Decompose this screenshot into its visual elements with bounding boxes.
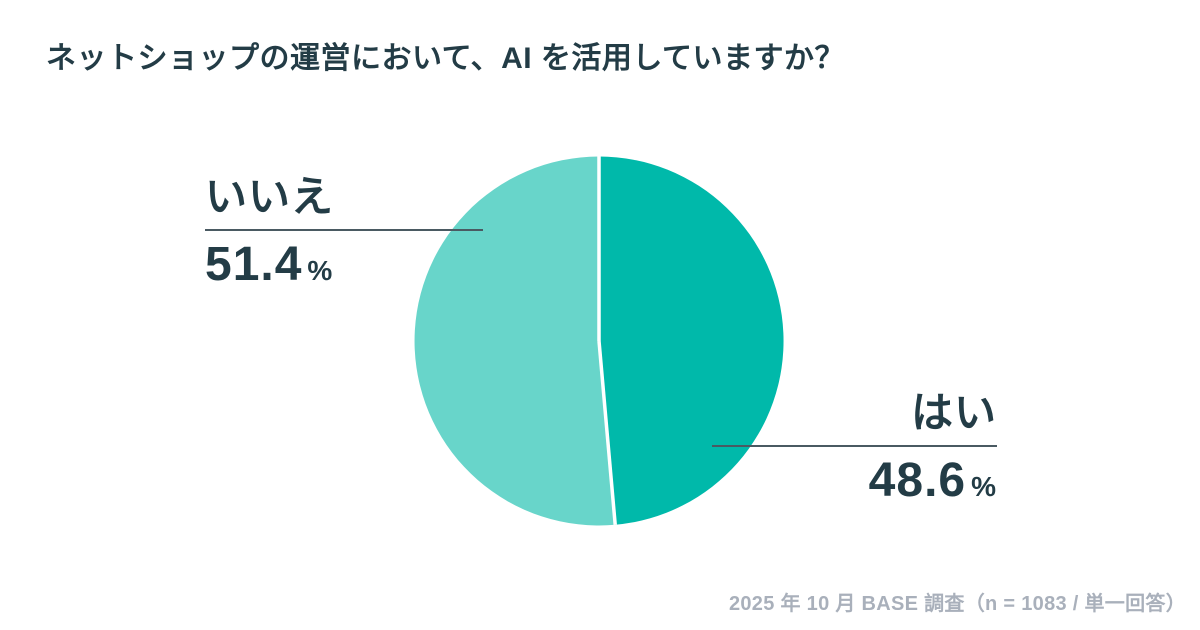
callout-yes-label: はい	[910, 389, 997, 436]
callout-yes-line	[712, 445, 997, 447]
source-note: 2025 年 10 月 BASE 調査（n = 1083 / 単一回答）	[728, 593, 1186, 615]
callout-no-label: いいえ	[205, 173, 335, 220]
page-title: ネットショップの運営において、AI を活用していますか？	[46, 42, 846, 75]
callout-no-line	[205, 229, 483, 231]
callout-no-percent-sign: %	[307, 255, 334, 286]
pie-dividers	[597, 156, 617, 525]
pie-slice-no	[414, 156, 616, 526]
pie-divider-1	[597, 340, 617, 525]
callout-yes: はい 48.6%	[712, 392, 997, 505]
callout-no-number: 51.4	[205, 238, 303, 291]
callout-yes-number: 48.6	[868, 454, 967, 507]
pie-slice-yes	[599, 156, 784, 525]
callout-yes-value: 48.6%	[712, 457, 997, 505]
pie-slices	[414, 156, 784, 526]
callout-yes-percent-sign: %	[971, 471, 997, 502]
callout-no-value: 51.4%	[205, 241, 483, 289]
callout-no: いいえ 51.4%	[205, 176, 483, 289]
